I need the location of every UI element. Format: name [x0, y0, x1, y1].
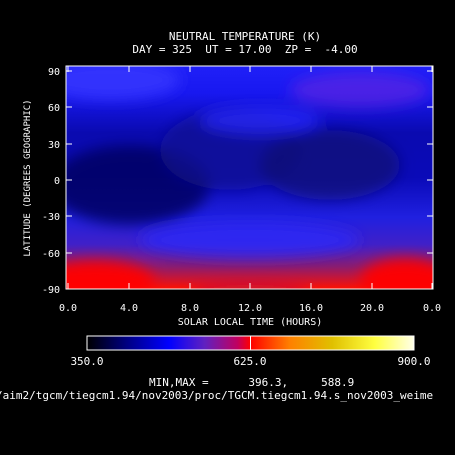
x-tick-label: 20.0	[360, 303, 384, 314]
x-tick-label: 12.0	[238, 303, 262, 314]
x-axis-label: SOLAR LOCAL TIME (HOURS)	[178, 317, 323, 328]
colorbar-min-label: 350.0	[70, 355, 103, 368]
y-axis-label: LATITUDE (DEGREES GEOGRAPHIC)	[23, 99, 33, 256]
y-tick-label: 30	[48, 140, 60, 151]
chart-subtitle: DAY = 325 UT = 17.00 ZP = -4.00	[132, 43, 357, 56]
y-tick-label: 60	[48, 103, 60, 114]
heatmap-field	[66, 66, 433, 289]
y-tick-label: 0	[54, 176, 60, 187]
y-tick-label: -30	[42, 212, 60, 223]
y-ticks	[66, 70, 433, 290]
colorbar-max-label: 900.0	[397, 355, 430, 368]
y-tick-label: 90	[48, 67, 60, 78]
y-tick-label: -60	[42, 249, 60, 260]
y-tick-label: -90	[42, 285, 60, 296]
file-path-text: /aim2/tgcm/tiegcm1.94/nov2003/proc/TGCM.…	[0, 389, 433, 402]
x-tick-label: 8.0	[181, 303, 199, 314]
x-tick-label: 4.0	[120, 303, 138, 314]
x-tick-label: 0.0	[423, 303, 441, 314]
x-ticks	[67, 66, 433, 289]
colorbar-mid-label: 625.0	[233, 355, 266, 368]
x-tick-label: 16.0	[299, 303, 323, 314]
minmax-text: MIN,MAX = 396.3, 588.9	[149, 376, 354, 389]
x-tick-label: 0.0	[59, 303, 77, 314]
chart-title: NEUTRAL TEMPERATURE (K)	[169, 30, 321, 43]
